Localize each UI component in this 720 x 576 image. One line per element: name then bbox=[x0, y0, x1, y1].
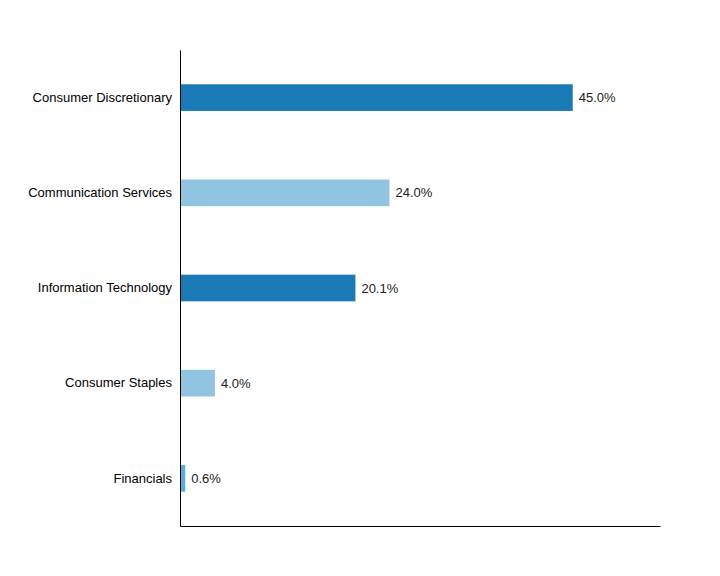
y-tick: Information Technology bbox=[38, 280, 180, 295]
chart: 45.0% 24.0% 20.1% 4.0% 0.6% Consumer Discreti… bbox=[0, 0, 720, 576]
plot: 45.0% 24.0% 20.1% 4.0% 0.6% Consumer Discreti… bbox=[28, 51, 660, 527]
y-tick: Consumer Discretionary bbox=[33, 90, 180, 105]
data-labels: 45.0% 24.0% 20.1% 4.0% 0.6% bbox=[191, 90, 616, 486]
y-tick-label: Information Technology bbox=[38, 280, 173, 295]
x-axis bbox=[181, 526, 661, 527]
y-tick: Consumer Staples bbox=[65, 375, 180, 390]
bar bbox=[180, 84, 573, 111]
y-tick-label: Consumer Discretionary bbox=[33, 90, 173, 105]
bars bbox=[180, 84, 573, 491]
data-label: 0.6% bbox=[191, 471, 221, 486]
data-label: 45.0% bbox=[579, 90, 616, 105]
data-label: 4.0% bbox=[221, 376, 251, 391]
y-tick-label: Financials bbox=[113, 471, 172, 486]
y-tick: Communication Services bbox=[28, 185, 180, 200]
y-axis: Consumer Discretionary Communication Serv… bbox=[28, 51, 180, 527]
bar bbox=[180, 370, 215, 397]
data-label: 20.1% bbox=[361, 281, 398, 296]
y-tick-label: Consumer Staples bbox=[65, 375, 172, 390]
y-tick: Financials bbox=[113, 471, 180, 486]
y-axis-line bbox=[180, 51, 181, 527]
y-tick-label: Communication Services bbox=[28, 185, 172, 200]
bar bbox=[180, 275, 355, 302]
bar bbox=[180, 179, 389, 206]
x-axis-line bbox=[181, 526, 661, 527]
data-label: 24.0% bbox=[395, 185, 432, 200]
